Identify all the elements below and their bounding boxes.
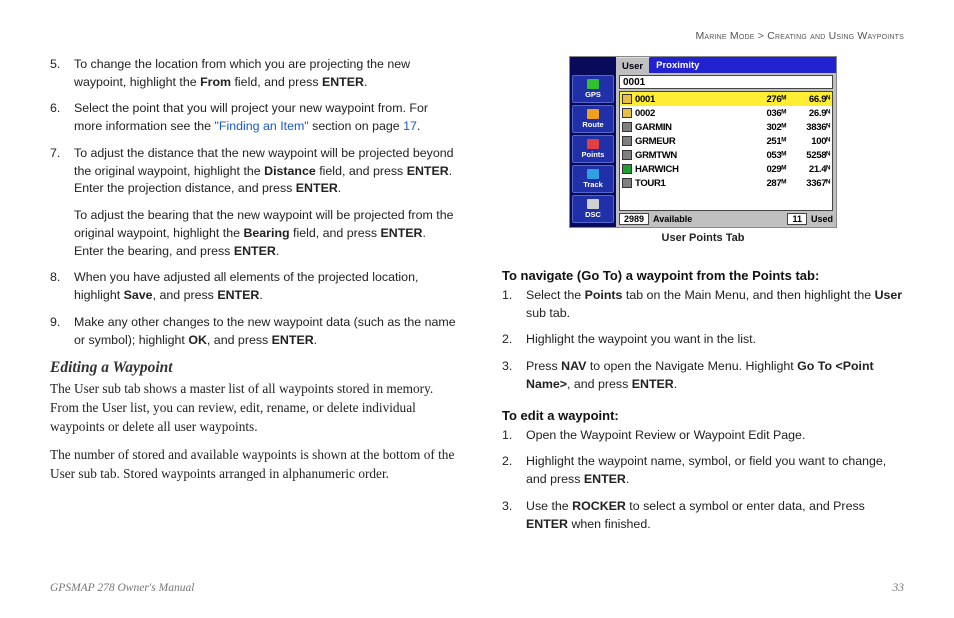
- waypoint-icon: [622, 122, 632, 132]
- tab-proximity[interactable]: Proximity: [650, 57, 706, 73]
- instruction-list-edit: 1.Open the Waypoint Review or Waypoint E…: [502, 427, 904, 534]
- list-item: 2.Highlight the waypoint you want in the…: [502, 331, 904, 349]
- list-number: 9.: [50, 314, 60, 332]
- device-sidebar: GPSRoutePointsTrackDSC: [570, 73, 616, 227]
- waypoint-row[interactable]: GARMIN302ᴹ3836ᴺ: [620, 120, 832, 134]
- figure-caption: User Points Tab: [662, 232, 745, 244]
- waypoint-row[interactable]: GRMEUR251ᴹ100ᴺ: [620, 134, 832, 148]
- waypoint-icon: [622, 178, 632, 188]
- list-item: 3.Press NAV to open the Navigate Menu. H…: [502, 358, 904, 393]
- list-number: 3.: [502, 498, 512, 516]
- right-column: User Proximity GPSRoutePointsTrackDSC 00…: [502, 56, 904, 542]
- sub-heading-edit: To edit a waypoint:: [502, 408, 904, 423]
- left-column: 5.To change the location from which you …: [50, 56, 458, 542]
- list-item: 8.When you have adjusted all elements of…: [50, 269, 458, 304]
- list-number: 1.: [502, 287, 512, 305]
- page-reference-link[interactable]: 17: [403, 119, 417, 133]
- waypoint-icon: [622, 94, 632, 104]
- list-number: 6.: [50, 100, 60, 118]
- list-item: 2.Highlight the waypoint name, symbol, o…: [502, 453, 904, 488]
- breadcrumb-part2: Creating and Using Waypoints: [767, 30, 904, 42]
- list-item: 1.Open the Waypoint Review or Waypoint E…: [502, 427, 904, 445]
- sidebar-item-gps[interactable]: GPS: [572, 75, 614, 103]
- list-item: 9.Make any other changes to the new wayp…: [50, 314, 458, 349]
- list-item: 3.Use the ROCKER to select a symbol or e…: [502, 498, 904, 533]
- footer-page-number: 33: [893, 582, 905, 594]
- sidebar-item-track[interactable]: Track: [572, 165, 614, 193]
- breadcrumb: Marine Mode > Creating and Using Waypoin…: [50, 30, 904, 42]
- breadcrumb-part1: Marine Mode: [695, 30, 754, 42]
- waypoint-icon: [622, 150, 632, 160]
- section-heading-editing: Editing a Waypoint: [50, 359, 458, 377]
- device-tabs: User Proximity: [570, 57, 836, 73]
- list-number: 5.: [50, 56, 60, 74]
- list-item: 5.To change the location from which you …: [50, 56, 458, 91]
- body-paragraph: The User sub tab shows a master list of …: [50, 380, 458, 436]
- footer-title: GPSMAP 278 Owner's Manual: [50, 582, 194, 594]
- sub-heading-navigate: To navigate (Go To) a waypoint from the …: [502, 268, 904, 283]
- waypoint-icon: [622, 136, 632, 146]
- waypoint-row[interactable]: HARWICH029ᴹ21.4ᴺ: [620, 162, 832, 176]
- tab-user[interactable]: User: [616, 57, 650, 73]
- status-used-count: 11: [787, 213, 807, 225]
- device-status-bar: 2989 Available 11 Used: [619, 213, 833, 225]
- list-number: 3.: [502, 358, 512, 376]
- list-number: 1.: [502, 427, 512, 445]
- waypoint-row[interactable]: 0002036ᴹ26.9ᴺ: [620, 106, 832, 120]
- sidebar-item-route[interactable]: Route: [572, 105, 614, 133]
- instruction-list-left: 5.To change the location from which you …: [50, 56, 458, 349]
- waypoint-icon: [622, 108, 632, 118]
- waypoint-row[interactable]: 0001276ᴹ66.9ᴺ: [620, 92, 832, 106]
- cross-reference-link[interactable]: "Finding an Item": [215, 119, 309, 133]
- device-search-field[interactable]: 0001: [619, 75, 833, 89]
- list-number: 7.: [50, 145, 60, 163]
- body-paragraph: The number of stored and available waypo…: [50, 446, 458, 483]
- sidebar-item-points[interactable]: Points: [572, 135, 614, 163]
- waypoint-row[interactable]: TOUR1287ᴹ3367ᴺ: [620, 176, 832, 190]
- list-item: 1.Select the Points tab on the Main Menu…: [502, 287, 904, 322]
- list-item: 6.Select the point that you will project…: [50, 100, 458, 135]
- status-available-count: 2989: [619, 213, 649, 225]
- instruction-list-navigate: 1.Select the Points tab on the Main Menu…: [502, 287, 904, 394]
- list-number: 2.: [502, 331, 512, 349]
- page-footer: GPSMAP 278 Owner's Manual 33: [50, 582, 904, 594]
- waypoint-icon: [622, 164, 632, 174]
- list-number: 8.: [50, 269, 60, 287]
- device-waypoint-list: 0001276ᴹ66.9ᴺ0002036ᴹ26.9ᴺGARMIN302ᴹ3836…: [619, 91, 833, 211]
- list-item: 7.To adjust the distance that the new wa…: [50, 145, 458, 260]
- waypoint-row[interactable]: GRMTWN053ᴹ5258ᴺ: [620, 148, 832, 162]
- list-number: 2.: [502, 453, 512, 471]
- device-screenshot: User Proximity GPSRoutePointsTrackDSC 00…: [502, 56, 904, 254]
- sidebar-item-dsc[interactable]: DSC: [572, 195, 614, 223]
